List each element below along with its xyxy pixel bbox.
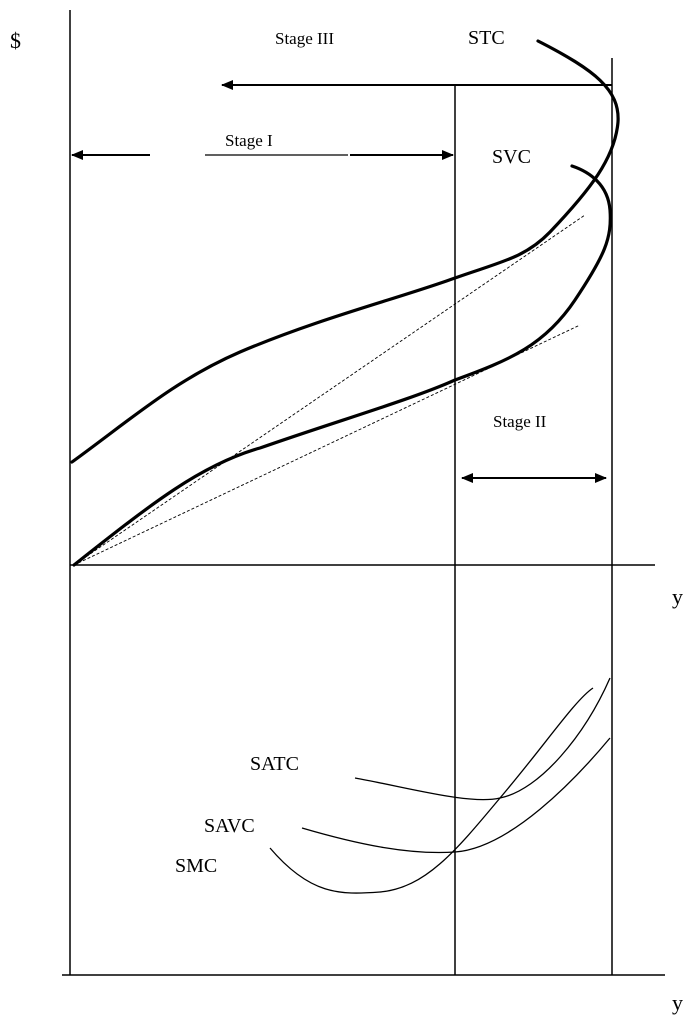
stage-3-label: Stage III <box>275 29 334 48</box>
dollar-axis-label: $ <box>10 28 21 53</box>
stage-1-label: Stage I <box>225 131 273 150</box>
tangent-ray-stc <box>73 214 586 566</box>
satc-label: SATC <box>250 753 299 775</box>
stc-curve <box>70 39 620 464</box>
smc-curve <box>269 687 594 894</box>
svc-curve <box>72 164 612 567</box>
stc-label: STC <box>468 27 505 49</box>
savc-label: SAVC <box>204 815 255 837</box>
svc-label: SVC <box>492 146 531 168</box>
savc-curve <box>301 737 611 854</box>
y-axis-label-lower: y <box>672 990 683 1015</box>
stage-2-label: Stage II <box>493 412 547 431</box>
y-axis-label-upper: y <box>672 584 683 609</box>
smc-label: SMC <box>175 855 217 877</box>
satc-curve <box>354 677 611 801</box>
